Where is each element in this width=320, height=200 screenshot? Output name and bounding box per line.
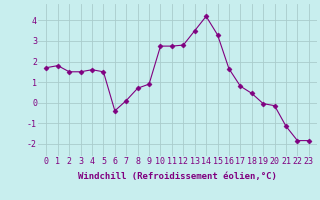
X-axis label: Windchill (Refroidissement éolien,°C): Windchill (Refroidissement éolien,°C): [78, 172, 277, 181]
